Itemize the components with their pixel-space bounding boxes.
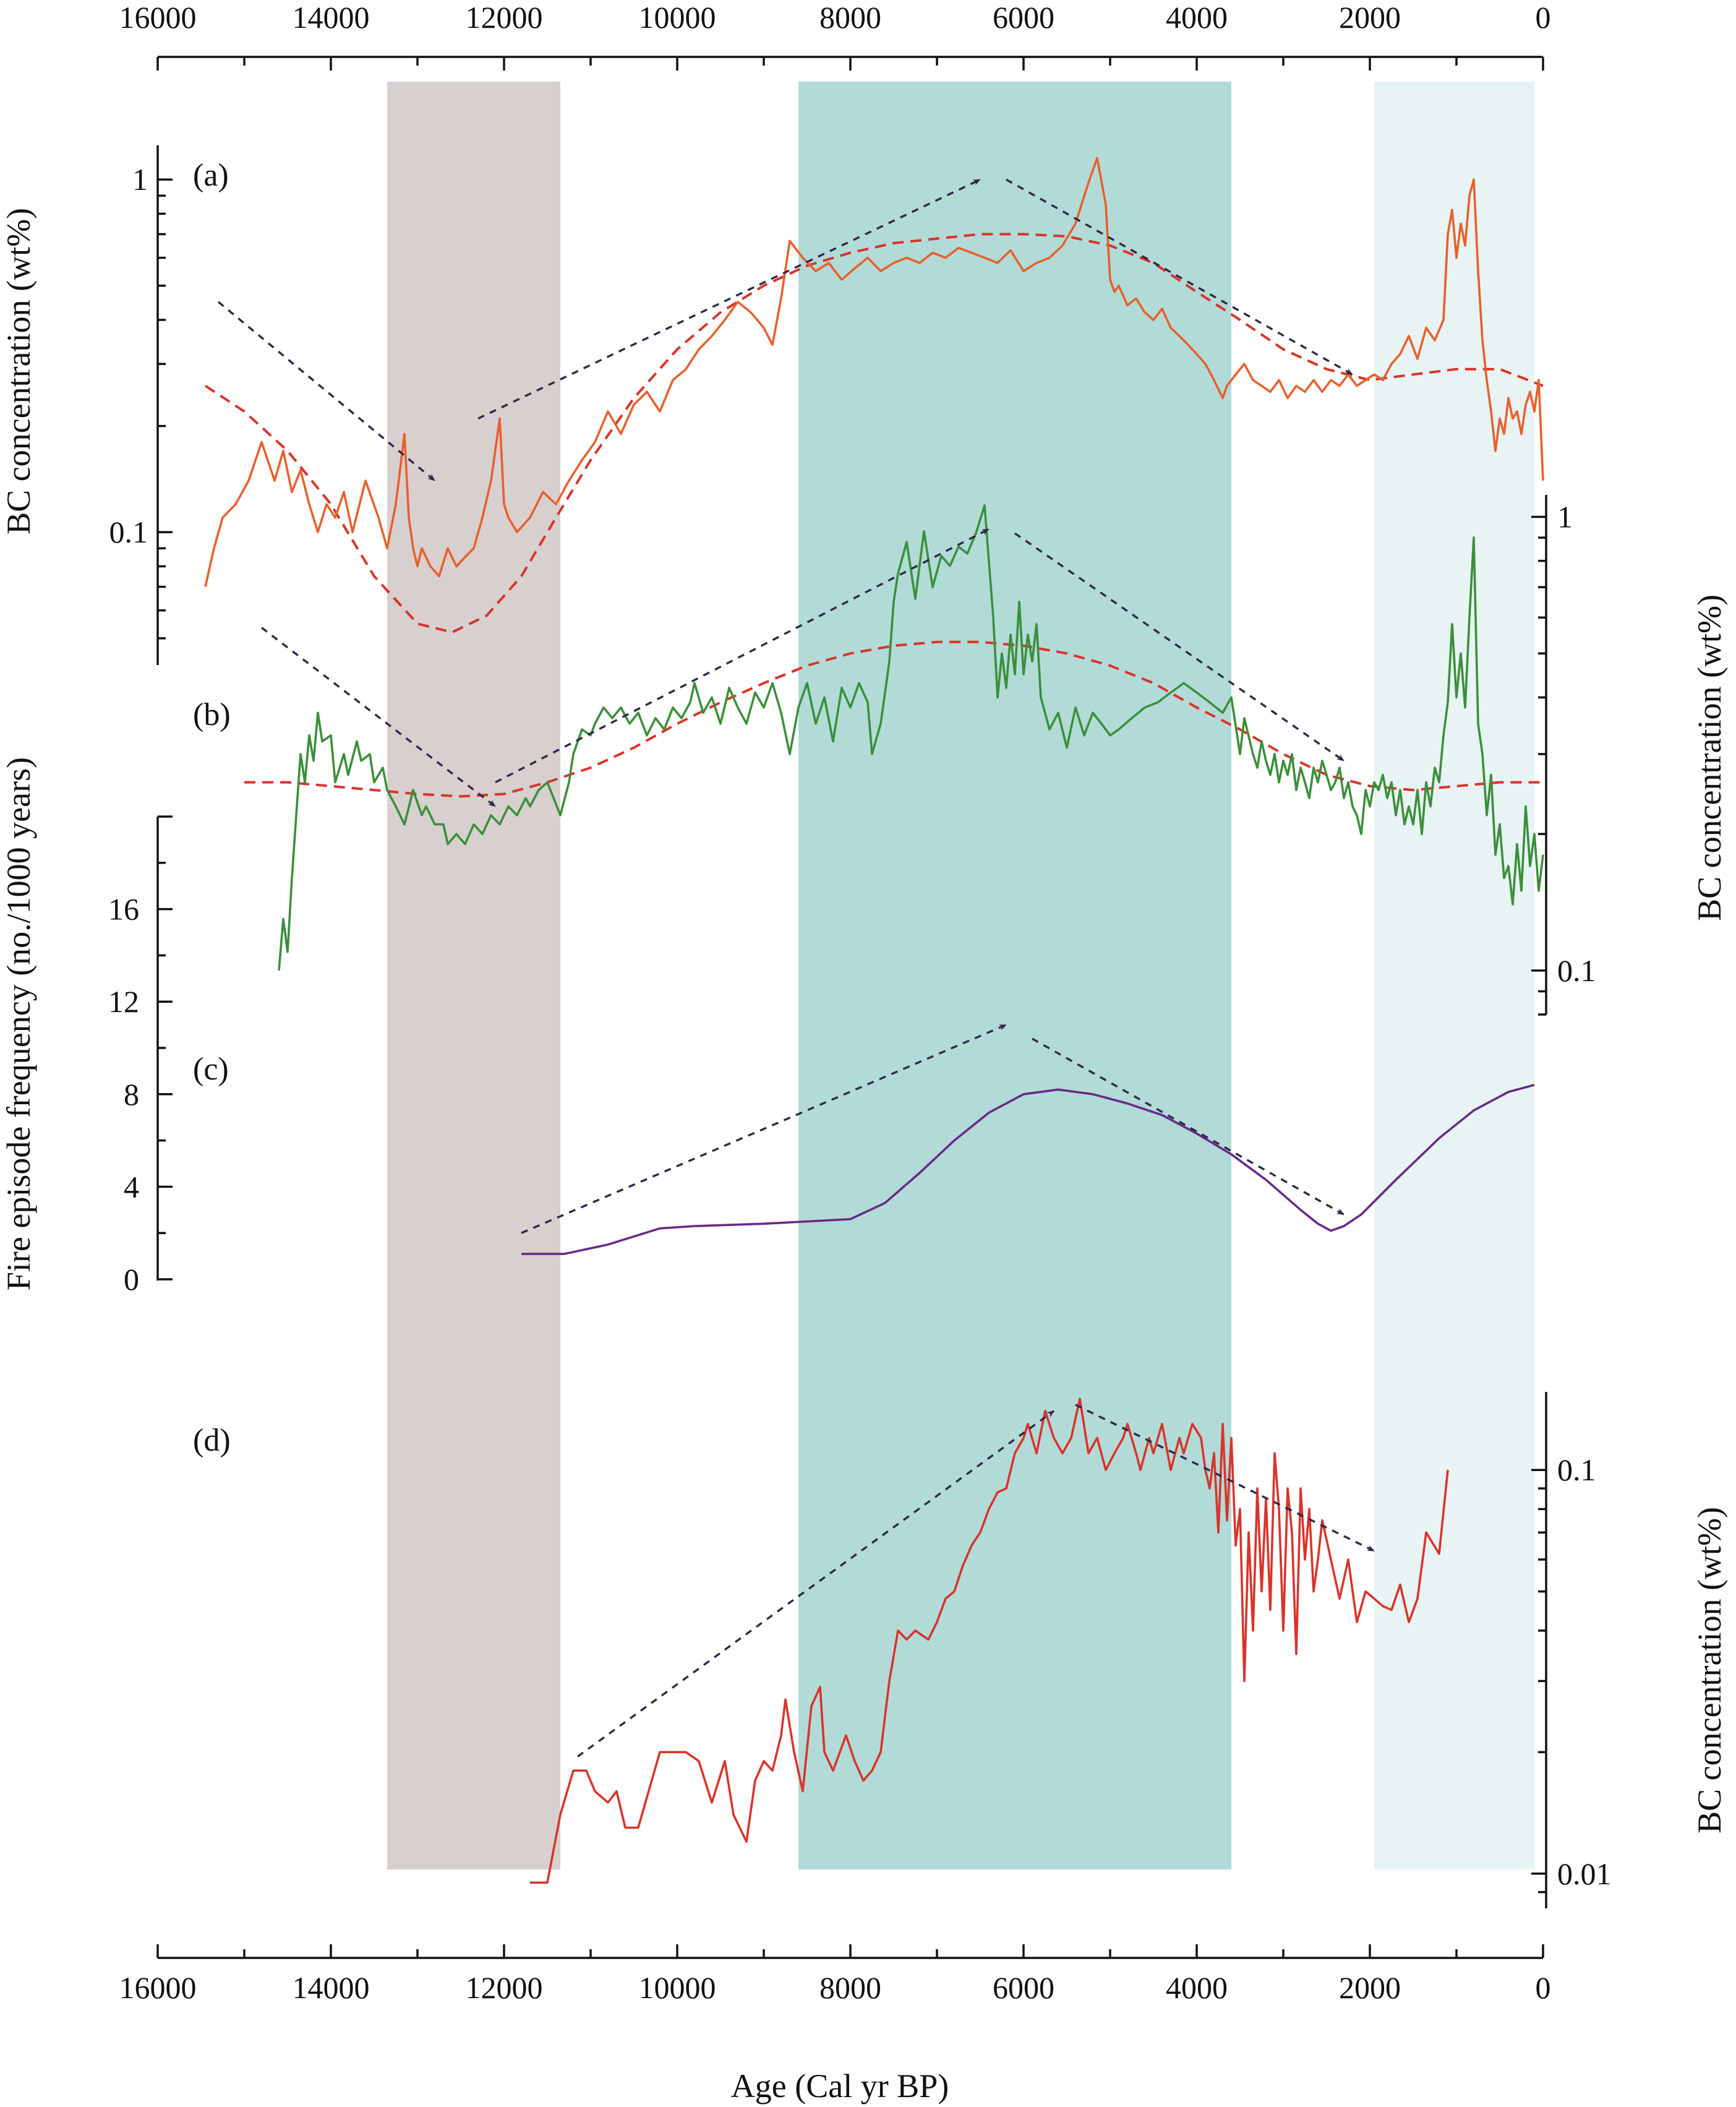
top-axis-tick-label: 14000 [293,0,370,35]
panel-label-c: (c) [193,1052,229,1087]
shaded-period-1 [387,82,560,1869]
dashed-arrow-panel-c [521,1024,1007,1234]
y-axis-tick-label: 0.01 [1557,1856,1612,1891]
top-axis-tick-label: 12000 [466,0,543,35]
panel-label-d: (d) [193,1423,231,1458]
series-panel-c [521,1084,1535,1255]
trend-line-panel-b [244,640,1543,798]
y-axis-panel-b: 10.1 [1531,495,1596,1016]
top-axis-tick-label: 8000 [819,0,881,35]
dashed-arrow-panel-a [1006,178,1353,375]
y-axis-panel-c: 16 12 8 4 0 [108,815,173,1297]
trend-curve-panel-b [244,640,1543,798]
data-line-panel-d [530,1397,1449,1884]
top-axis-tick-label: 6000 [993,0,1054,35]
y-axis-tick-label: 1 [1557,500,1573,534]
bottom-axis-tick-label: 4000 [1166,1970,1228,2005]
dashed-arrow-panel-a [217,301,436,482]
dashed-arrow-panel-d [1075,1404,1375,1552]
y-axis-title-panel-c: Fire episode frequency (no./1000 years) [0,757,37,1290]
bottom-age-axis: 16000 14000 12000 10000 8000 6000 4000 2000 0 [119,1944,1551,2005]
shaded-periods [387,82,1534,1869]
top-axis-tick-label: 4000 [1166,0,1228,35]
data-line-panel-a [204,157,1544,587]
bottom-axis-tick-label: 6000 [993,1970,1054,2005]
data-line-panel-c [521,1084,1535,1255]
y-axis-tick-label: 1 [132,162,148,197]
bottom-axis-tick-label: 10000 [639,1970,716,2005]
y-axis-tick-label: 16 [108,892,139,927]
panel-label-b: (b) [193,697,231,732]
series-panel-d [530,1397,1449,1884]
y-axis-title-panel-b: BC concentration (wt%) [1691,594,1728,921]
x-axis-title: Age (Cal yr BP) [731,2067,949,2105]
data-line-panel-b [278,504,1544,971]
y-axis-title-panel-a: BC concentration (wt%) [0,208,37,534]
trend-arrows [217,178,1375,1757]
top-axis-tick-label: 10000 [639,0,716,35]
y-axis-title-panel-d: BC concentration (wt%) [1691,1507,1728,1834]
y-axis-tick-label: 0.1 [1557,953,1596,988]
y-axis-panel-a: 10.1 [109,145,173,665]
y-axis-tick-label: 12 [108,984,139,1019]
trend-line-panel-a [204,233,1544,634]
y-axis-tick-label: 4 [124,1169,139,1204]
y-axis-tick-label: 8 [124,1077,139,1112]
shaded-period-2 [798,82,1231,1869]
y-axis-tick-label: 0.1 [109,515,148,549]
dashed-arrow-panel-a [477,178,981,420]
top-age-axis: 16000 14000 12000 10000 8000 6000 4000 2000 0 [119,0,1551,71]
y-axis-panel-d: 0.1 0.01 [1531,1392,1612,1908]
series-panel-b [278,504,1544,971]
bottom-axis-tick-label: 0 [1536,1970,1551,2005]
y-axis-tick-label: 0.1 [1557,1453,1596,1487]
trend-curve-panel-a [204,233,1544,634]
top-axis-tick-label: 2000 [1339,0,1401,35]
bottom-axis-tick-label: 14000 [293,1970,370,2005]
bottom-axis-tick-label: 16000 [119,1970,197,2005]
top-axis-tick-label: 16000 [119,0,197,35]
bottom-axis-tick-label: 2000 [1339,1970,1401,2005]
bottom-axis-tick-label: 12000 [466,1970,543,2005]
y-axis-tick-label: 0 [124,1262,139,1297]
bottom-axis-tick-label: 8000 [819,1970,881,2005]
panel-label-a: (a) [193,158,229,193]
dashed-arrow-panel-b [260,627,497,807]
series-panel-a [204,157,1544,587]
shaded-period-3 [1374,82,1534,1869]
dashed-arrow-panel-b [495,528,990,784]
dashed-arrow-panel-b [1014,532,1345,762]
top-axis-tick-label: 0 [1536,0,1551,35]
